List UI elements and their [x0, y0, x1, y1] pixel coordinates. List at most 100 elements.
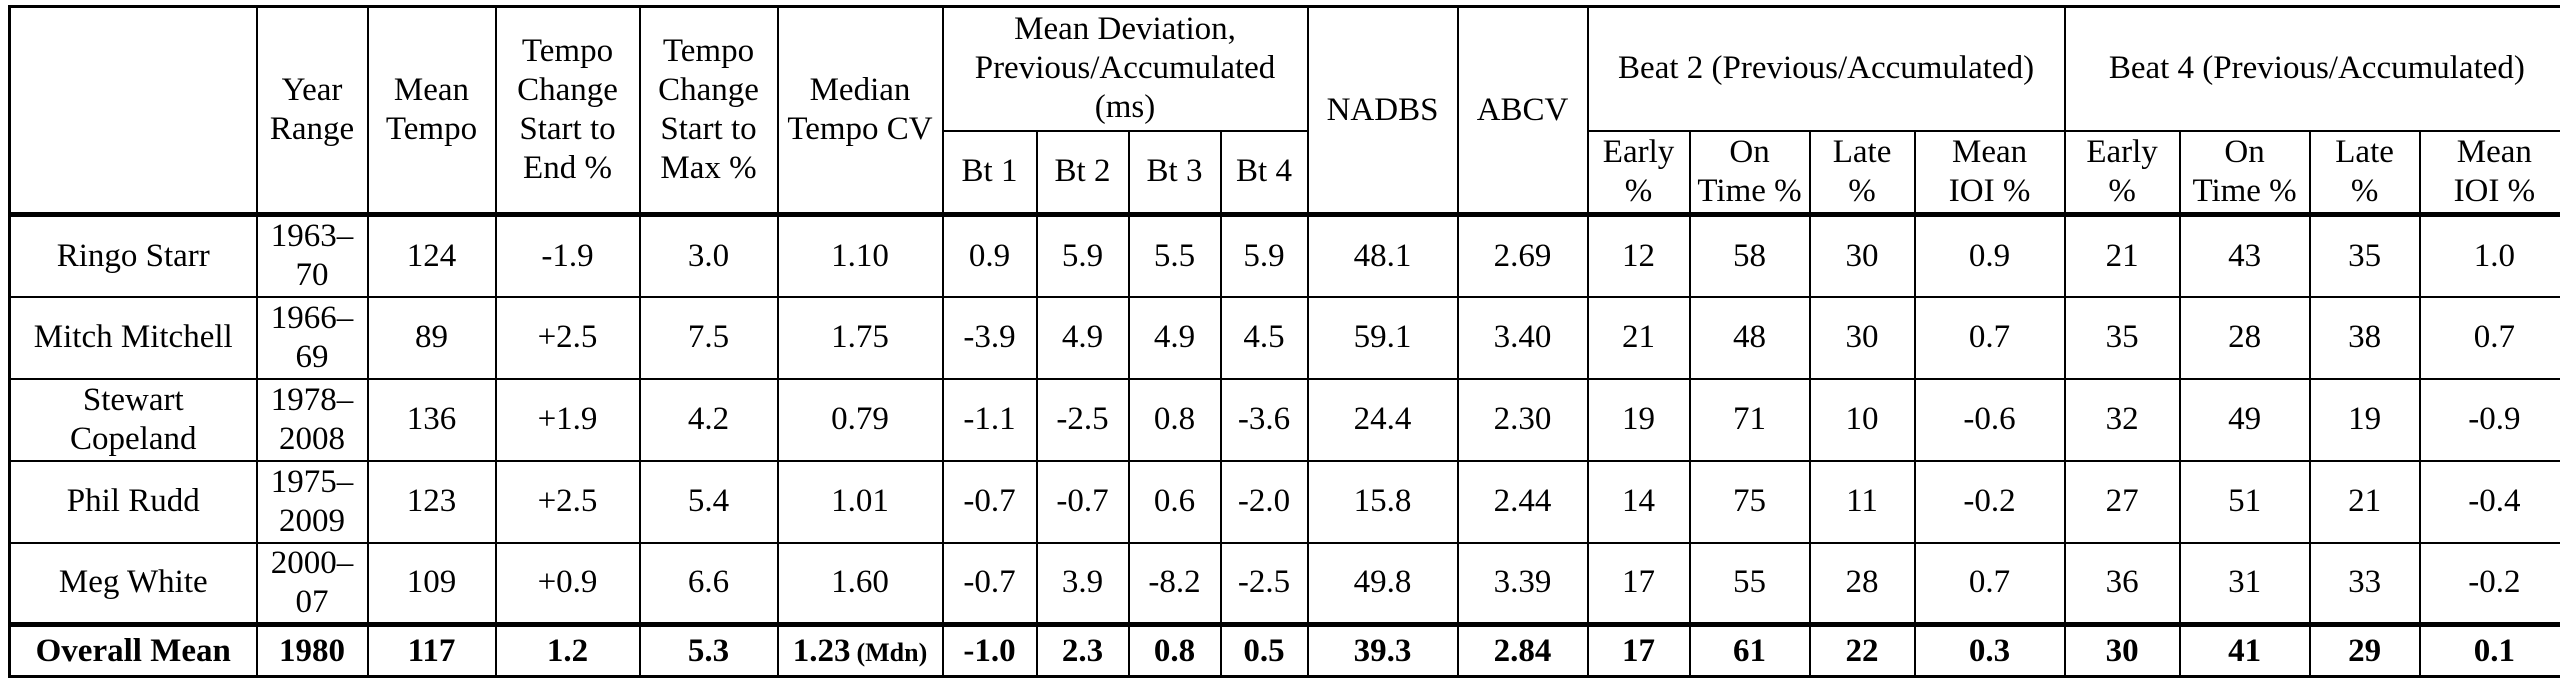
col-header-tempo-change-end: Tempo Change Start to End %: [496, 7, 640, 215]
data-cell: -0.2: [2420, 543, 2560, 625]
data-cell: 28: [2180, 297, 2310, 379]
col-header-drummer: [10, 7, 257, 215]
data-cell: 5.4: [640, 461, 778, 543]
data-cell: 49: [2180, 379, 2310, 461]
col-header-median-tempo-cv: Median Tempo CV: [778, 7, 943, 215]
data-cell: 21: [2310, 461, 2420, 543]
drummer-name-cell: Mitch Mitchell: [10, 297, 257, 379]
table-header: Year Range Mean Tempo Tempo Change Start…: [10, 7, 2560, 215]
data-cell: -3.9: [943, 297, 1037, 379]
data-cell: 109: [368, 543, 496, 625]
data-cell: 1.75: [778, 297, 943, 379]
data-cell: 15.8: [1308, 461, 1458, 543]
data-cell: -3.6: [1221, 379, 1308, 461]
data-cell: 0.7: [2420, 297, 2560, 379]
data-cell: 24.4: [1308, 379, 1458, 461]
data-cell: 35: [2310, 215, 2420, 297]
data-cell: 35: [2065, 297, 2180, 379]
data-cell: 58: [1690, 215, 1810, 297]
col-header-beat4-meanioi: Mean IOI %: [2420, 131, 2560, 215]
data-cell: +0.9: [496, 543, 640, 625]
data-cell: 10: [1810, 379, 1915, 461]
col-header-abcv: ABCV: [1458, 7, 1588, 215]
data-cell: 55: [1690, 543, 1810, 625]
col-header-beat2-meanioi: Mean IOI %: [1915, 131, 2065, 215]
overall-median-cv-value: 1.23: [793, 633, 851, 669]
data-cell: 3.39: [1458, 543, 1588, 625]
data-cell: 2.44: [1458, 461, 1588, 543]
data-cell: +2.5: [496, 297, 640, 379]
data-cell: 59.1: [1308, 297, 1458, 379]
data-cell: 71: [1690, 379, 1810, 461]
data-cell: 3.0: [640, 215, 778, 297]
data-cell: 0.6: [1129, 461, 1221, 543]
col-group-beat2: Beat 2 (Previous/Accumulated): [1588, 7, 2065, 131]
col-header-beat4-early: Early %: [2065, 131, 2180, 215]
data-cell: 0.7: [1915, 297, 2065, 379]
drummer-name-cell: Ringo Starr: [10, 215, 257, 297]
data-cell: 51: [2180, 461, 2310, 543]
data-cell: 27: [2065, 461, 2180, 543]
data-cell: 1.01: [778, 461, 943, 543]
data-cell: 0.7: [1915, 543, 2065, 625]
col-header-beat2-early: Early %: [1588, 131, 1690, 215]
col-header-beat4-late: Late %: [2310, 131, 2420, 215]
data-cell: 0.9: [1915, 215, 2065, 297]
data-cell: 30: [1810, 215, 1915, 297]
drummer-name-cell: Meg White: [10, 543, 257, 625]
data-cell: 33: [2310, 543, 2420, 625]
data-cell: -8.2: [1129, 543, 1221, 625]
data-cell: -1.9: [496, 215, 640, 297]
data-cell: -0.7: [943, 461, 1037, 543]
year-range-cell: 2000– 07: [257, 543, 368, 625]
data-cell: -2.5: [1221, 543, 1308, 625]
year-range-cell: 1975– 2009: [257, 461, 368, 543]
data-cell: 30: [1810, 297, 1915, 379]
col-header-mean-tempo: Mean Tempo: [368, 7, 496, 215]
data-cell: 21: [2065, 215, 2180, 297]
data-cell: +2.5: [496, 461, 640, 543]
data-cell: 0.79: [778, 379, 943, 461]
data-cell: 48.1: [1308, 215, 1458, 297]
data-cell: -0.4: [2420, 461, 2560, 543]
data-cell: -2.0: [1221, 461, 1308, 543]
data-cell: 6.6: [640, 543, 778, 625]
data-cell: 4.5: [1221, 297, 1308, 379]
mdn-note: (Mdn): [856, 638, 927, 667]
data-cell: 3.9: [1037, 543, 1129, 625]
data-cell: 89: [368, 297, 496, 379]
data-cell: 36: [2065, 543, 2180, 625]
data-cell: -0.6: [1915, 379, 2065, 461]
data-cell: 75: [1690, 461, 1810, 543]
data-cell: 0.9: [943, 215, 1037, 297]
data-cell: -2.5: [1037, 379, 1129, 461]
col-header-bt2: Bt 2: [1037, 131, 1129, 215]
col-group-mean-deviation: Mean Deviation, Previous/Accumulated (ms…: [943, 7, 1308, 131]
data-cell: 1.0: [2420, 215, 2560, 297]
drummer-name-cell: Phil Rudd: [10, 461, 257, 543]
data-cell: 17: [1588, 543, 1690, 625]
data-cell: +1.9: [496, 379, 640, 461]
data-cell: 12: [1588, 215, 1690, 297]
data-cell: 0.8: [1129, 379, 1221, 461]
data-cell: 2.69: [1458, 215, 1588, 297]
data-cell: 1.60: [778, 543, 943, 625]
data-cell: 2.30: [1458, 379, 1588, 461]
col-header-bt3: Bt 3: [1129, 131, 1221, 215]
year-range-cell: 1963– 70: [257, 215, 368, 297]
data-cell: -0.7: [943, 543, 1037, 625]
col-header-beat2-ontime: On Time %: [1690, 131, 1810, 215]
header-row-groups: Year Range Mean Tempo Tempo Change Start…: [10, 7, 2560, 131]
data-cell: -0.2: [1915, 461, 2065, 543]
data-cell: 136: [368, 379, 496, 461]
col-header-year-range: Year Range: [257, 7, 368, 215]
data-cell: 5.5: [1129, 215, 1221, 297]
data-cell: 28: [1810, 543, 1915, 625]
data-cell: 49.8: [1308, 543, 1458, 625]
data-cell: 4.9: [1129, 297, 1221, 379]
